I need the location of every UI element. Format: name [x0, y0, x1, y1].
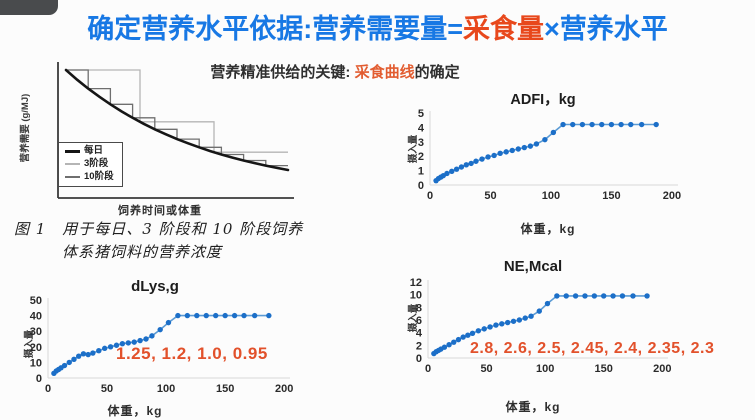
title-segment-blue-1: 确定营养水平依据:营养需要量=: [87, 14, 463, 44]
dlys-x-axis-label: 体重，kg: [107, 404, 163, 418]
data-series-markers: [431, 293, 650, 357]
figure1-x-axis-label: 饲养时间或体重: [118, 205, 202, 217]
legend-label: 3阶段: [84, 158, 109, 169]
data-series-markers: [433, 121, 659, 184]
legend-item-10stage: 10阶段: [65, 172, 114, 182]
y-tick-labels: 0 10 20 30 40 50: [30, 295, 42, 385]
legend-label: 每日: [84, 145, 104, 156]
subtitle: 营养精准供给的关键: 采食曲线的确定: [185, 61, 485, 82]
svg-text:4: 4: [416, 328, 423, 340]
dlys-chart: dLys,g 摄入量 0 50 100 150 200 0 10 20 30 40 50 1.25,…: [20, 276, 320, 420]
legend-item-3stage: 3阶段: [65, 159, 114, 169]
video-corner-artifact: [0, 0, 58, 15]
svg-text:0: 0: [416, 353, 422, 365]
svg-text:0: 0: [425, 363, 431, 375]
svg-text:5: 5: [418, 108, 424, 120]
x-tick-labels: 0 50 100 150 200: [425, 363, 672, 375]
adfi-chart-title: ADFI，kg: [510, 92, 576, 108]
ne-chart-title: NE,Mcal: [503, 258, 563, 275]
figure1-nutrient-concentration-chart: 营养需要 (g/MJ) 每日 3阶段 10阶段 饲养时间或体重: [20, 56, 308, 226]
svg-text:50: 50: [30, 295, 42, 307]
svg-text:6: 6: [416, 315, 422, 327]
x-tick-labels: 0 50 100 150 200: [45, 383, 293, 395]
caption-line-1: 图 1 用于每日、3 阶段和 10 阶段饲养: [14, 220, 304, 238]
svg-text:4: 4: [418, 122, 425, 134]
stage10-line-swatch: [65, 176, 80, 178]
adfi-chart: ADFI，kg 摄入量 0 50 100 150 200 0 1 2 3 4 5 体重，kg: [408, 84, 708, 242]
svg-text:8: 8: [416, 302, 422, 314]
svg-text:20: 20: [30, 342, 42, 354]
figure1-legend: 每日 3阶段 10阶段: [58, 142, 123, 187]
daily-curve: [64, 68, 290, 172]
svg-text:200: 200: [275, 383, 293, 395]
legend-label: 10阶段: [84, 171, 114, 182]
svg-text:150: 150: [602, 190, 620, 202]
svg-text:10: 10: [410, 290, 422, 302]
svg-text:0: 0: [45, 383, 51, 395]
svg-text:50: 50: [484, 190, 496, 202]
legend-item-daily: 每日: [65, 146, 114, 156]
step-series-3-stage: [66, 69, 288, 153]
svg-text:150: 150: [216, 383, 234, 395]
svg-text:0: 0: [418, 180, 424, 192]
title-segment-red: 采食量: [462, 14, 544, 44]
svg-text:50: 50: [480, 363, 492, 375]
page-title: 确定营养水平依据:营养需要量=采食量×营养水平: [0, 7, 755, 46]
svg-text:10: 10: [30, 357, 42, 369]
axis-lines: [47, 298, 290, 379]
svg-text:200: 200: [663, 190, 681, 202]
stage3-line-swatch: [65, 163, 80, 165]
figure1-y-axis-label: 营养需要 (g/MJ): [20, 93, 31, 163]
dlys-chart-title: dLys,g: [131, 278, 179, 295]
svg-text:50: 50: [101, 383, 113, 395]
svg-text:40: 40: [30, 311, 42, 323]
dlys-level-annotation: 1.25, 1.2, 1.0, 0.95: [116, 344, 268, 363]
svg-text:100: 100: [536, 363, 554, 375]
daily-line-swatch: [65, 149, 80, 153]
svg-text:2: 2: [418, 151, 424, 163]
axis-lines: [429, 111, 678, 186]
svg-text:0: 0: [427, 190, 433, 202]
subtitle-segment-black-2: 的确定: [414, 64, 460, 81]
svg-text:100: 100: [542, 190, 560, 202]
subtitle-segment-orange: 采食曲线: [354, 64, 415, 81]
x-tick-labels: 0 50 100 150 200: [427, 190, 681, 202]
adfi-x-axis-label: 体重，kg: [520, 222, 576, 236]
svg-text:12: 12: [410, 277, 422, 289]
svg-text:100: 100: [157, 383, 175, 395]
title-segment-blue-2: ×营养水平: [543, 14, 668, 44]
svg-text:2: 2: [416, 340, 422, 352]
caption-line-2: 体系猪饲料的营养浓度: [62, 243, 223, 262]
svg-text:200: 200: [653, 363, 671, 375]
dlys-plot-svg: 0 50 100 150 200 0 10 20 30 40 50: [30, 295, 294, 395]
y-tick-labels: 0 1 2 3 4 5: [418, 108, 425, 192]
data-series-markers: [51, 312, 272, 377]
data-series-line: [435, 123, 657, 182]
svg-text:1: 1: [418, 166, 424, 178]
ne-chart: NE,Mcal 摄入量 0 50 100 150 200 0 2 4 6 8 10 12 2.8, 2…: [408, 256, 714, 416]
figure1-plot-svg: [57, 62, 294, 199]
svg-text:30: 30: [30, 326, 42, 338]
subtitle-segment-black-1: 营养精准供给的关键:: [210, 64, 355, 81]
ne-level-annotation: 2.8, 2.6, 2.5, 2.45, 2.4, 2.35, 2.3: [470, 340, 715, 357]
ne-x-axis-label: 体重，kg: [505, 400, 561, 414]
figure1-caption: 图 1 用于每日、3 阶段和 10 阶段饲养 体系猪饲料的营养浓度: [14, 218, 324, 265]
svg-text:0: 0: [36, 373, 42, 385]
svg-text:150: 150: [595, 363, 613, 375]
svg-text:3: 3: [418, 137, 424, 149]
axis-lines: [427, 280, 668, 359]
